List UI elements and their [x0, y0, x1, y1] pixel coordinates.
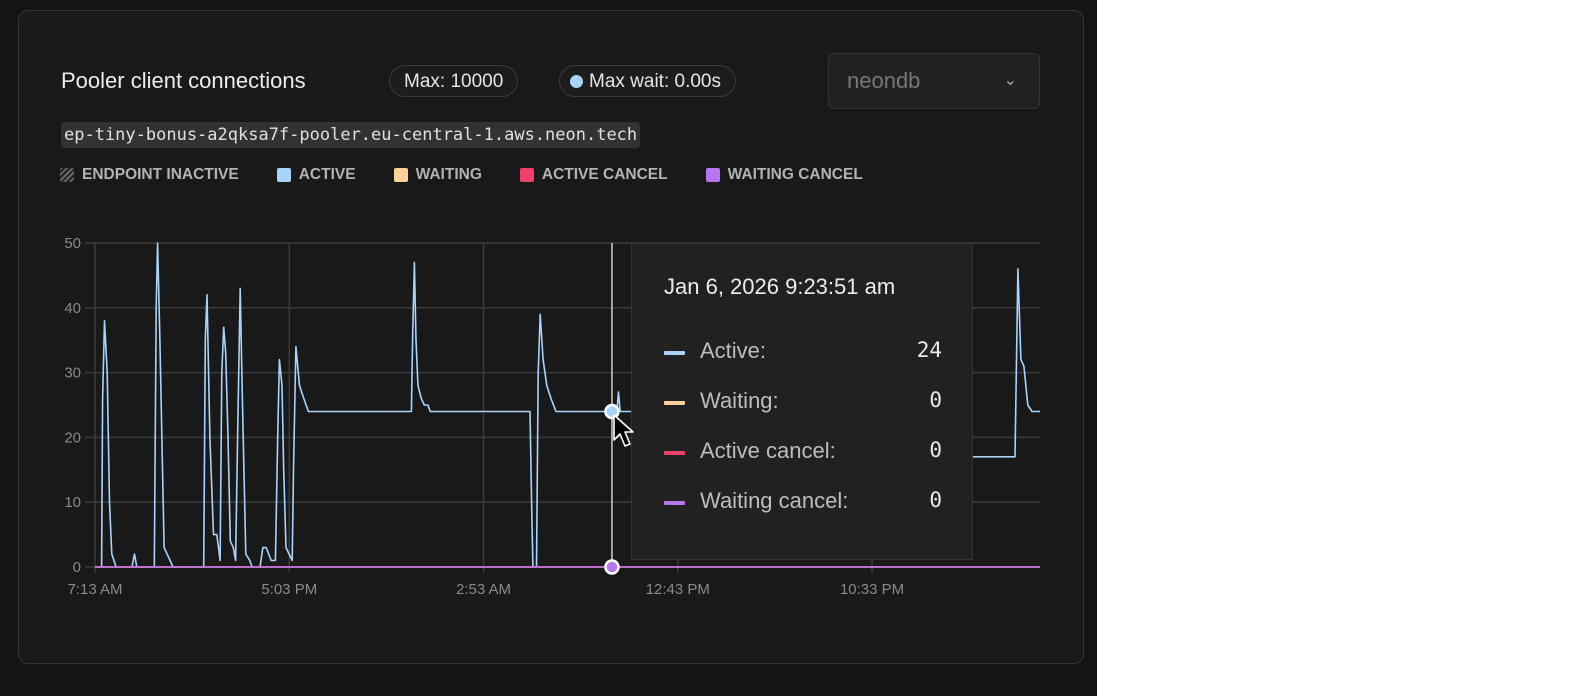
- legend-swatch-icon: [705, 168, 720, 182]
- series-line-active: [95, 242, 1040, 568]
- legend-item[interactable]: WAITING: [393, 166, 482, 184]
- x-tick-label: 7:13 AM: [67, 581, 122, 598]
- y-tick-label: 20: [64, 429, 81, 446]
- chart-title: Pooler client connections: [61, 68, 306, 93]
- tooltip-row: Active cancel: 0: [664, 438, 942, 468]
- x-tick-label: 5:03 PM: [261, 581, 317, 598]
- chart-tooltip: Jan 6, 2026 9:23:51 am Active: 24 Waiting:…: [631, 243, 973, 560]
- max-wait-label: Max wait: 0.00s: [589, 71, 721, 92]
- x-tick-label: 12:43 PM: [646, 581, 710, 598]
- tooltip-value: 0: [929, 488, 942, 512]
- series-swatch-icon: [664, 501, 685, 505]
- legend-swatch-icon: [519, 168, 534, 182]
- endpoint-hostname: ep-tiny-bonus-a2qksa7f-pooler.eu-central…: [61, 122, 641, 148]
- legend-swatch-icon: [276, 168, 291, 182]
- legend-item[interactable]: ENDPOINT INACTIVE: [60, 166, 239, 184]
- tooltip-value: 0: [929, 388, 942, 412]
- x-tick-label: 2:53 AM: [456, 581, 511, 598]
- tooltip-row: Active: 24: [664, 338, 942, 368]
- legend-item[interactable]: ACTIVE: [276, 166, 356, 184]
- tooltip-value: 24: [916, 338, 942, 362]
- max-wait-badge: Max wait: 0.00s: [559, 65, 736, 97]
- max-badge-label: Max: 10000: [404, 71, 504, 92]
- hover-point-waiting-cancel: [604, 559, 620, 575]
- y-tick-label: 40: [64, 300, 81, 317]
- series-swatch-icon: [664, 451, 685, 455]
- series-swatch-icon: [664, 351, 685, 355]
- legend-swatch-icon: [60, 168, 74, 182]
- legend-item[interactable]: WAITING CANCEL: [705, 166, 863, 184]
- max-connections-badge: Max: 10000: [389, 65, 519, 97]
- chevron-down-icon: ⌄: [1003, 72, 1017, 89]
- legend-item[interactable]: ACTIVE CANCEL: [519, 166, 668, 184]
- status-dot-icon: [570, 75, 583, 88]
- y-tick-label: 10: [64, 494, 81, 511]
- x-tick-label: 10:33 PM: [840, 581, 904, 598]
- y-tick-label: 30: [64, 365, 81, 382]
- mouse-cursor-icon: [613, 414, 634, 447]
- legend-label: WAITING CANCEL: [727, 166, 863, 183]
- y-tick-label: 50: [64, 235, 81, 252]
- database-select-value: neondb: [847, 68, 921, 93]
- legend-swatch-icon: [393, 168, 408, 182]
- tooltip-row: Waiting: 0: [664, 388, 942, 418]
- legend-label: WAITING: [415, 166, 482, 183]
- tooltip-date: Jan 6, 2026 9:23:51 am: [664, 274, 896, 299]
- legend-label: ACTIVE CANCEL: [541, 166, 668, 183]
- tooltip-row: Waiting cancel: 0: [664, 488, 942, 518]
- tooltip-label: Waiting cancel:: [700, 488, 849, 513]
- legend-label: ENDPOINT INACTIVE: [82, 166, 239, 183]
- chart-legend: ENDPOINT INACTIVE ACTIVE WAITING ACTIVE CAN…: [60, 166, 901, 184]
- tooltip-label: Waiting:: [700, 388, 779, 413]
- tooltip-value: 0: [929, 438, 942, 462]
- tooltip-label: Active:: [700, 338, 767, 363]
- connections-chart[interactable]: 0 10 20 30 40 50 7:13 AM 5:03 PM 2:53 AM 12:43 PM…: [0, 0, 1097, 696]
- legend-label: ACTIVE: [298, 166, 356, 183]
- y-tick-label: 0: [73, 559, 81, 576]
- hover-point-active: [604, 403, 620, 420]
- database-select[interactable]: neondb ⌄: [828, 53, 1040, 109]
- series-swatch-icon: [664, 401, 685, 405]
- tooltip-label: Active cancel:: [700, 438, 836, 463]
